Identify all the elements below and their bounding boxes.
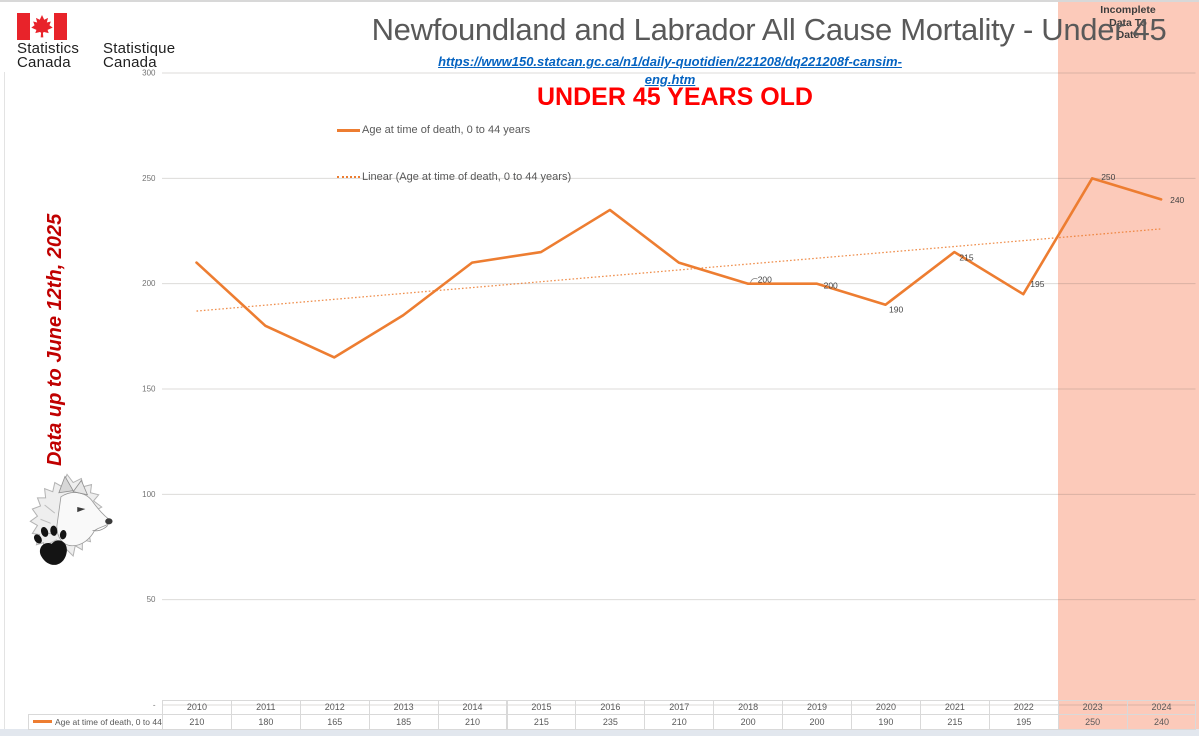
table-year-2021: 2021	[919, 700, 990, 715]
table-year-2019: 2019	[782, 700, 852, 715]
data-cutoff-note: Data up to June 12th, 2025	[44, 213, 66, 466]
wolf-nose	[105, 518, 113, 525]
table-value-2010: 210	[162, 714, 232, 730]
series-line-swatch	[337, 129, 360, 132]
wolf-eye	[77, 507, 86, 513]
point-label-2020: 190	[889, 305, 903, 315]
page-title: Newfoundland and Labrador All Cause Mort…	[371, 12, 1167, 47]
wordmark-fr-line2: Canada	[103, 54, 157, 71]
bottom-strip	[0, 729, 1199, 736]
source-link[interactable]: https://www150.statcan.gc.ca/n1/daily-qu…	[438, 54, 902, 87]
table-year-2010: 2010	[162, 700, 232, 715]
incomplete-note-line3: Date	[1116, 29, 1140, 41]
table-year-2023: 2023	[1057, 700, 1128, 715]
table-value-2018: 200	[713, 714, 784, 730]
table-row-label: Age at time of death, 0 to 44 years	[28, 714, 163, 730]
point-label-2024: 240	[1170, 195, 1184, 205]
table-value-2021: 215	[919, 714, 990, 730]
point-label-2018: 200	[758, 275, 772, 285]
chart-left-border	[4, 72, 5, 730]
wordmark-english: Statistics Canada	[17, 40, 80, 71]
table-year-2014: 2014	[437, 700, 508, 715]
legend-series-label: Age at time of death, 0 to 44 years	[362, 124, 531, 136]
label-leader-2018	[750, 278, 758, 283]
wolf-ear-front	[72, 479, 89, 496]
y-tick-150: 150	[142, 385, 156, 394]
point-label-2023: 250	[1101, 172, 1115, 182]
wolf-logo	[29, 473, 113, 565]
trendline-swatch	[337, 176, 360, 178]
table-value-2011: 180	[230, 714, 301, 730]
y-tick--: -	[153, 701, 156, 710]
table-value-2012: 165	[299, 714, 370, 730]
table-value-2024: 240	[1126, 714, 1197, 730]
statcan-logo: Statistics Canada Statistique Canada	[15, 11, 195, 81]
table-value-2017: 210	[644, 714, 715, 730]
y-tick-250: 250	[142, 174, 156, 183]
point-label-2022: 195	[1030, 279, 1044, 289]
point-label-2021: 215	[959, 253, 973, 263]
table-series-name: Age at time of death, 0 to 44 years	[55, 716, 162, 727]
incomplete-data-note: Incomplete Data To Date	[1084, 4, 1172, 42]
point-label-2019: 200	[824, 281, 838, 291]
wolf-mouth	[92, 525, 109, 532]
table-year-2017: 2017	[644, 700, 715, 715]
series-line	[195, 177, 1163, 359]
table-year-2024: 2024	[1126, 700, 1197, 715]
incomplete-data-region	[1058, 0, 1199, 729]
y-tick-50: 50	[147, 595, 156, 604]
table-year-2012: 2012	[299, 700, 370, 715]
table-value-2014: 210	[437, 714, 508, 730]
paw-print-icon	[33, 525, 67, 565]
trendline	[196, 228, 1162, 312]
subtitle-under-45: UNDER 45 YEARS OLD	[537, 83, 813, 111]
table-value-2020: 190	[851, 714, 921, 730]
table-year-2015: 2015	[506, 700, 577, 715]
chart-top-border	[0, 0, 1199, 2]
legend-trendline-label: Linear (Age at time of death, 0 to 44 ye…	[362, 171, 572, 183]
table-value-2016: 235	[575, 714, 646, 730]
table-year-2011: 2011	[230, 700, 301, 715]
y-tick-200: 200	[142, 279, 156, 288]
incomplete-note-line1: Incomplete	[1100, 4, 1156, 16]
canada-flag-icon	[17, 13, 67, 40]
table-year-2013: 2013	[368, 700, 439, 715]
wolf-face	[56, 492, 113, 547]
source-link-wrap: https://www150.statcan.gc.ca/n1/daily-qu…	[420, 53, 920, 89]
table-series-swatch	[33, 720, 52, 724]
wordmark-french: Statistique Canada	[103, 40, 176, 71]
y-tick-300: 300	[142, 69, 156, 78]
wolf-ear-back	[58, 475, 74, 494]
wordmark-fr-line1: Statistique	[103, 40, 176, 57]
wordmark-en-line1: Statistics	[17, 40, 80, 57]
incomplete-note-line2: Data To	[1109, 16, 1147, 29]
table-year-2018: 2018	[713, 700, 784, 715]
table-value-2023: 250	[1057, 714, 1128, 730]
y-tick-100: 100	[142, 490, 156, 499]
table-value-2019: 200	[782, 714, 852, 730]
table-year-2016: 2016	[575, 700, 646, 715]
table-year-2020: 2020	[851, 700, 921, 715]
wolf-fur-lines	[40, 504, 58, 545]
table-value-2013: 185	[368, 714, 439, 730]
table-year-2022: 2022	[988, 700, 1059, 715]
table-value-2015: 215	[506, 714, 577, 730]
wordmark-en-line2: Canada	[17, 54, 71, 71]
table-value-2022: 195	[988, 714, 1059, 730]
